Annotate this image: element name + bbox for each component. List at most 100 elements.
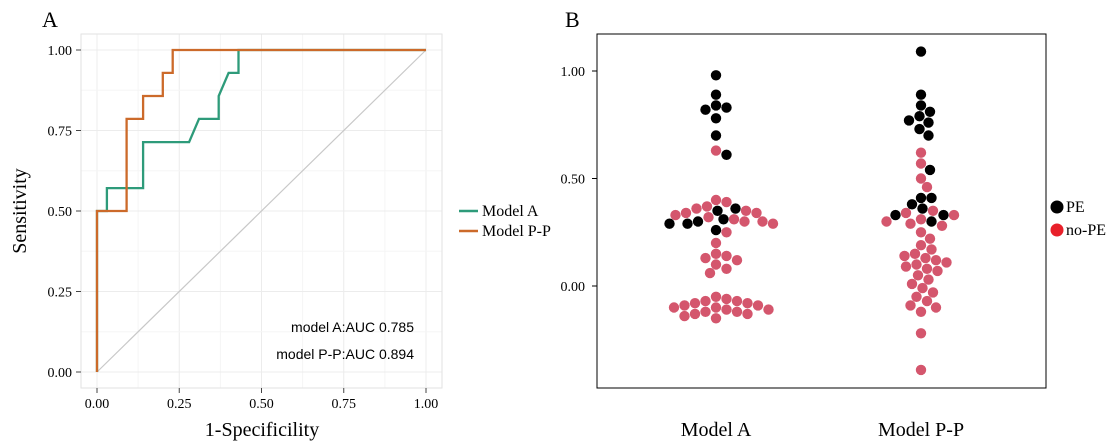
point-no-pe (899, 250, 910, 262)
point-no-pe (710, 291, 722, 302)
panel-b-plot-border (596, 33, 1047, 389)
point-pe (710, 100, 722, 111)
point-no-pe (763, 304, 774, 315)
point-pe (721, 102, 732, 113)
point-no-pe (905, 218, 916, 229)
point-no-pe (757, 216, 768, 227)
point-no-pe (915, 158, 927, 169)
point-no-pe (721, 227, 732, 238)
roc-line-model-pp (95, 48, 426, 372)
point-no-pe (900, 207, 912, 219)
x-tick-label: 0.00 (85, 397, 110, 412)
panel-b-category-model-pp: Model P-P (878, 419, 964, 441)
point-no-pe (923, 274, 934, 285)
point-no-pe (670, 209, 681, 221)
legend-label-model-a: Model A (482, 203, 539, 220)
point-no-pe (668, 302, 680, 313)
point-no-pe (728, 214, 740, 225)
point-no-pe (912, 270, 924, 281)
y-tick-label: 0.50 (561, 173, 586, 188)
point-pe (890, 209, 901, 221)
point-pe (721, 149, 732, 160)
point-no-pe (915, 364, 927, 376)
point-no-pe (927, 205, 939, 216)
point-no-pe (679, 300, 690, 311)
y-tick-label: 0.50 (48, 205, 73, 220)
point-no-pe (710, 302, 722, 313)
x-tick-label: 0.75 (332, 397, 357, 412)
point-no-pe (721, 196, 732, 208)
x-tick-label: 0.25 (167, 397, 192, 412)
roc-line-model-a (95, 48, 426, 372)
point-pe (710, 70, 722, 81)
point-no-pe (909, 248, 921, 259)
point-no-pe (691, 203, 702, 214)
panel-b-category-model-a: Model A (681, 419, 752, 441)
point-no-pe (704, 267, 716, 279)
panel-b-y-axis: 0.00 0.50 1.00 (561, 65, 597, 295)
point-no-pe (911, 291, 922, 302)
point-no-pe (906, 278, 918, 290)
point-pe (924, 106, 936, 118)
point-no-pe (767, 218, 779, 229)
point-pe (710, 130, 722, 141)
auc-annotation-model-pp: model P-P:AUC 0.894 (276, 346, 414, 362)
point-no-pe (742, 298, 753, 309)
y-tick-label: 1.00 (48, 44, 73, 59)
x-tick-label: 1.00 (414, 397, 439, 412)
point-pe (710, 224, 722, 236)
auc-annotation-model-a: model A:AUC 0.785 (291, 319, 414, 335)
point-no-pe (932, 265, 943, 277)
point-no-pe (739, 216, 750, 227)
point-no-pe (679, 310, 690, 322)
point-no-pe (926, 244, 937, 255)
point-no-pe (703, 212, 714, 223)
point-no-pe (700, 306, 711, 317)
point-pe (906, 199, 918, 210)
panel-a-x-axis-title: 1-Specificility (205, 419, 319, 441)
point-no-pe (921, 181, 933, 193)
point-pe (917, 203, 928, 214)
x-tick-label: 0.50 (249, 397, 274, 412)
point-pe (926, 192, 937, 204)
point-no-pe (710, 259, 722, 270)
point-no-pe (915, 240, 927, 251)
point-no-pe (936, 220, 948, 231)
panel-a-legend: Model A Model P-P (459, 203, 551, 240)
point-no-pe (915, 214, 927, 225)
point-pe (924, 164, 936, 176)
panel-b-legend: PE no-PE (1050, 199, 1106, 239)
point-no-pe (752, 300, 764, 311)
y-tick-label: 1.00 (561, 65, 586, 80)
panel-a-label: A (42, 7, 58, 32)
point-pe (903, 115, 915, 126)
point-pe (938, 209, 949, 221)
legend-label-pe: PE (1066, 199, 1085, 216)
point-no-pe (915, 147, 927, 158)
point-no-pe (921, 263, 933, 274)
point-pe (914, 123, 925, 135)
point-no-pe (721, 263, 732, 274)
point-pe (915, 192, 927, 204)
panel-b-points (664, 46, 960, 376)
point-pe (692, 216, 704, 227)
legend-label-no-pe: no-PE (1066, 222, 1106, 239)
point-no-pe (920, 252, 931, 264)
point-no-pe (742, 308, 753, 320)
point-pe (710, 113, 722, 124)
y-tick-label: 0.00 (561, 280, 586, 295)
y-tick-label: 0.00 (48, 366, 73, 381)
point-no-pe (921, 295, 933, 307)
point-no-pe (731, 295, 743, 307)
panel-a-series (95, 48, 426, 372)
point-no-pe (915, 173, 927, 184)
point-no-pe (731, 306, 743, 317)
panel-a-x-axis: 0.00 0.25 0.50 0.75 1.00 (85, 388, 439, 412)
point-pe (915, 89, 927, 100)
point-no-pe (740, 205, 752, 216)
point-pe (718, 214, 729, 225)
point-no-pe (900, 261, 912, 272)
point-pe (926, 216, 937, 227)
point-no-pe (680, 207, 692, 219)
point-no-pe (700, 295, 711, 307)
